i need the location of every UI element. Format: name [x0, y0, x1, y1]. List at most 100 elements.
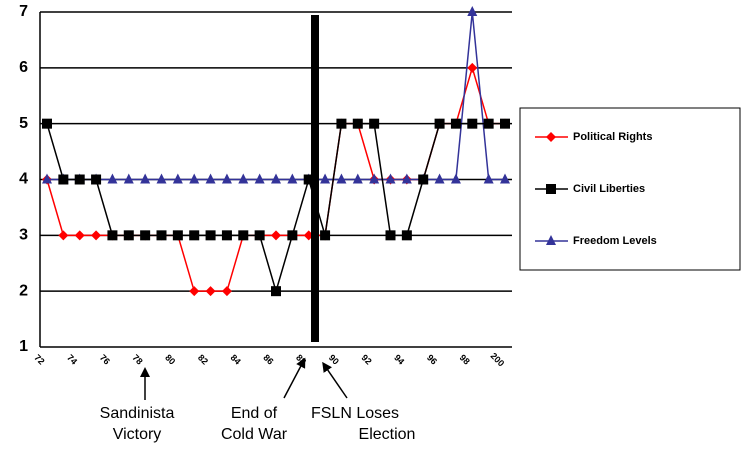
point — [42, 173, 52, 184]
point — [450, 173, 461, 184]
point — [140, 230, 151, 241]
point — [434, 173, 445, 184]
point — [434, 118, 445, 129]
point — [189, 173, 200, 184]
point — [107, 230, 118, 241]
annotation: Cold War — [221, 426, 288, 443]
point — [287, 173, 298, 184]
y-tick-label: 7 — [19, 3, 28, 20]
point — [467, 118, 478, 129]
x-tick-label: 92 — [360, 352, 374, 366]
point — [546, 184, 556, 194]
point — [238, 230, 249, 241]
point — [205, 230, 216, 241]
x-tick-label: 74 — [65, 352, 79, 366]
point — [189, 286, 200, 297]
point — [500, 118, 510, 129]
x-tick-label: 98 — [458, 352, 472, 366]
x-tick-label: 94 — [392, 352, 406, 366]
annotation: Victory — [113, 426, 162, 443]
point — [450, 118, 461, 129]
point — [58, 230, 69, 241]
annotation: Election — [359, 426, 416, 443]
point — [500, 173, 510, 184]
y-tick-label: 6 — [19, 59, 28, 76]
point — [123, 173, 134, 184]
annotation: FSLN Loses — [311, 405, 399, 422]
point — [221, 230, 232, 241]
point — [287, 230, 298, 241]
point — [369, 173, 380, 184]
point — [156, 173, 167, 184]
point — [483, 173, 494, 184]
x-tick-label: 78 — [131, 352, 145, 366]
point — [418, 174, 429, 185]
point — [74, 174, 85, 185]
point — [271, 286, 281, 297]
point — [221, 173, 232, 184]
point — [91, 174, 102, 185]
annotation: Sandinista — [100, 405, 175, 422]
point — [369, 118, 380, 129]
point — [221, 286, 232, 297]
y-tick-label: 3 — [19, 227, 28, 244]
y-tick-label: 5 — [19, 115, 28, 132]
point — [172, 230, 183, 241]
point — [172, 173, 183, 184]
point — [254, 173, 265, 184]
point — [546, 235, 556, 245]
y-tick-label: 2 — [19, 282, 28, 299]
point — [352, 173, 363, 184]
x-tick-label: 96 — [425, 352, 439, 366]
point — [546, 132, 556, 142]
point — [467, 6, 478, 16]
legend-label: Civil Liberties — [573, 183, 645, 195]
point — [336, 173, 347, 184]
point — [254, 230, 265, 241]
annotation-arrow — [322, 361, 348, 399]
x-tick-label: 90 — [327, 352, 341, 366]
x-tick-label: 72 — [32, 352, 46, 366]
point — [156, 230, 167, 241]
point — [336, 118, 347, 129]
series-line — [47, 11, 505, 181]
point — [385, 173, 396, 184]
series-line — [46, 122, 505, 294]
point — [107, 173, 118, 184]
x-tick-label: 86 — [261, 352, 275, 366]
legend-label: Freedom Levels — [573, 235, 657, 247]
point — [401, 173, 412, 184]
y-tick-label: 1 — [19, 338, 28, 355]
point — [238, 173, 249, 184]
point — [320, 173, 331, 184]
annotation-arrow — [283, 357, 306, 399]
point — [483, 118, 494, 129]
annotation: End of — [231, 405, 278, 422]
point — [91, 230, 102, 241]
x-tick-label: 76 — [98, 352, 112, 366]
point — [42, 118, 52, 129]
point — [189, 230, 200, 241]
point — [385, 230, 396, 241]
x-tick-label: 82 — [196, 352, 210, 366]
point — [303, 174, 314, 185]
point — [320, 230, 331, 241]
point — [74, 230, 85, 241]
point — [205, 173, 216, 184]
x-tick-label: 200 — [489, 351, 507, 369]
point — [401, 230, 412, 241]
point — [58, 174, 69, 185]
point — [123, 230, 134, 241]
point — [467, 62, 478, 73]
legend-label: Political Rights — [573, 131, 652, 143]
point — [271, 173, 281, 184]
y-tick-label: 4 — [19, 171, 28, 188]
point — [271, 230, 281, 241]
x-tick-label: 84 — [229, 352, 243, 366]
point — [205, 286, 216, 297]
x-tick-label: 80 — [163, 352, 177, 366]
point — [140, 173, 151, 184]
point — [352, 118, 363, 129]
